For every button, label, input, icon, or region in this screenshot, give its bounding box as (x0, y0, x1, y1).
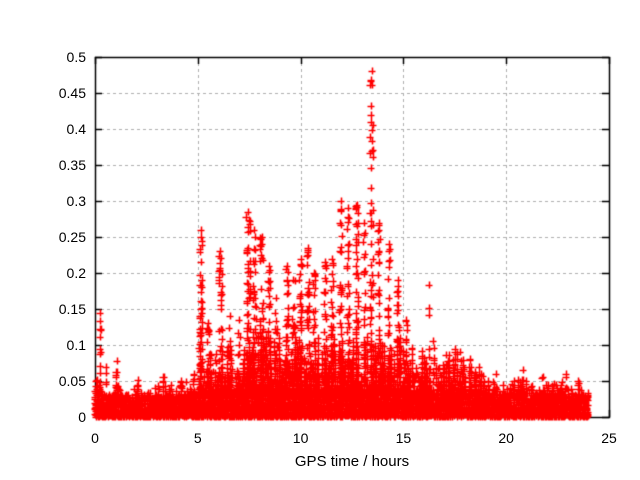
y-tick-label: 0.05 (58, 373, 86, 389)
y-tick-label: 0.2 (66, 265, 86, 281)
y-tick-label: 0 (78, 409, 86, 425)
x-tick-label: 20 (498, 430, 514, 446)
x-tick-label: 15 (395, 430, 412, 446)
x-tick-label: 10 (292, 430, 309, 446)
y-tick-label: 0.45 (58, 85, 86, 101)
y-tick-label: 0.35 (58, 157, 86, 173)
x-tick-label: 5 (193, 430, 202, 446)
x-tick-label: 0 (91, 430, 99, 446)
y-tick-label: 0.5 (66, 49, 86, 65)
x-axis-label: GPS time / hours (294, 453, 410, 470)
y-tick-label: 0.3 (66, 193, 86, 209)
x-tick-label: 25 (601, 430, 617, 446)
y-tick-label: 0.15 (58, 301, 86, 317)
y-tick-label: 0.25 (58, 229, 86, 245)
y-tick-label: 0.4 (66, 121, 86, 137)
y-tick-label: 0.1 (66, 337, 86, 353)
